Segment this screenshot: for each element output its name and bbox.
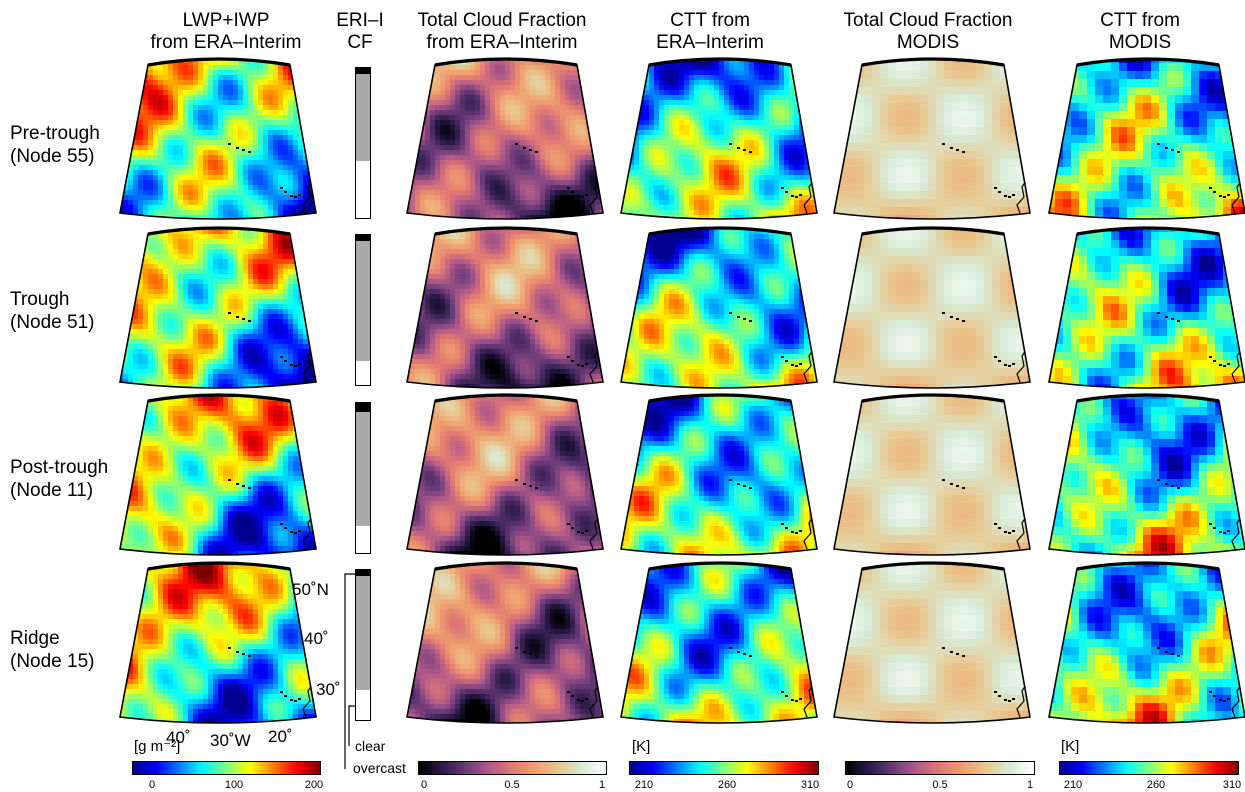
row-label-ridge: Ridge (Node 15) [10, 627, 95, 673]
lon-label-40: 40˚ [166, 729, 191, 747]
colorbar-tcf-modis-tick: 1 [1027, 779, 1033, 791]
cf-bar-overcast-segment [356, 570, 370, 576]
map-tcf-era-trough [406, 226, 604, 389]
map-tcf-era-post-trough [406, 393, 604, 556]
map-ctt-era-pre-trough [620, 57, 818, 220]
cf-bar-overcast-segment [356, 403, 370, 412]
map-tcf-modis-ridge [833, 561, 1031, 724]
map-ctt-modis-trough [1048, 226, 1245, 389]
cf-bar-partial-segment [356, 412, 370, 526]
colorbar-ctt-modis-tick: 310 [1223, 779, 1241, 791]
map-lwp-post-trough [119, 393, 317, 556]
header-tcf-modis: Total Cloud Fraction MODIS [828, 10, 1028, 54]
cf-bar-ridge [355, 569, 371, 721]
map-tcf-modis-trough [833, 226, 1031, 389]
colorbar-ctt-modis-tick: 260 [1147, 779, 1165, 791]
colorbar-lwp-unit: [g m⁻²] [134, 739, 180, 755]
header-ctt-era: CTT from ERA–Interim [620, 10, 800, 54]
colorbar-lwp-tick: 200 [305, 779, 323, 791]
cf-legend-bracket [344, 573, 355, 769]
colorbar-tcf-era-tick: 0.5 [504, 779, 519, 791]
lon-label-30w: 30˚W [210, 732, 251, 750]
row-label-pre-trough: Pre-trough (Node 55) [10, 122, 100, 168]
colorbar-lwp-tick: 100 [225, 779, 243, 791]
cf-bar-trough [355, 234, 371, 386]
colorbar-tcf-modis-tick: 0.5 [932, 779, 947, 791]
colorbar-ctt-era [629, 761, 819, 775]
row-label-post-trough: Post-trough (Node 11) [10, 456, 108, 502]
map-ctt-modis-ridge [1048, 561, 1245, 724]
legend-clear-label: clear [355, 739, 385, 754]
map-tcf-era-ridge [406, 561, 604, 724]
map-ctt-era-trough [620, 226, 818, 389]
colorbar-tcf-era-tick: 1 [599, 779, 605, 791]
map-lwp-ridge [119, 561, 317, 724]
lat-label-30: 30˚ [316, 681, 341, 699]
header-cf-bar: ERI–I CF [320, 10, 400, 54]
colorbar-ctt-modis-unit: [K] [1061, 739, 1079, 755]
colorbar-ctt-modis-tick: 210 [1064, 779, 1082, 791]
header-lwp: LWP+IWP from ERA–Interim [136, 10, 316, 54]
colorbar-ctt-era-tick: 210 [635, 779, 653, 791]
cf-bar-partial-segment [356, 576, 370, 690]
colorbar-tcf-era-tick: 0 [421, 779, 427, 791]
colorbar-tcf-era [418, 761, 607, 775]
cf-bar-overcast-segment [356, 68, 370, 74]
colorbar-ctt-era-unit: [K] [632, 739, 650, 755]
map-lwp-trough [119, 226, 317, 389]
colorbar-ctt-modis [1059, 761, 1239, 775]
colorbar-ctt-era-tick: 310 [801, 779, 819, 791]
map-tcf-modis-post-trough [833, 393, 1031, 556]
cf-bar-post-trough [355, 402, 371, 554]
header-ctt-modis: CTT from MODIS [1050, 10, 1230, 54]
colorbar-lwp [132, 761, 321, 775]
cf-bar-pre-trough [355, 67, 371, 219]
map-lwp-pre-trough [119, 57, 317, 220]
map-ctt-modis-pre-trough [1048, 57, 1245, 220]
colorbar-ctt-era-tick: 260 [718, 779, 736, 791]
header-tcf-era: Total Cloud Fraction from ERA–Interim [402, 10, 602, 54]
cf-bar-partial-segment [356, 74, 370, 161]
colorbar-lwp-tick: 0 [149, 779, 155, 791]
cf-bar-overcast-segment [356, 235, 370, 241]
lat-label-40: 40˚ [304, 630, 329, 648]
lon-label-20: 20˚ [268, 728, 293, 746]
map-ctt-modis-post-trough [1048, 393, 1245, 556]
map-ctt-era-ridge [620, 561, 818, 724]
map-tcf-modis-pre-trough [833, 57, 1031, 220]
cf-bar-partial-segment [356, 241, 370, 361]
map-tcf-era-pre-trough [406, 57, 604, 220]
map-ctt-era-post-trough [620, 393, 818, 556]
legend-overcast-label: overcast [353, 761, 406, 776]
colorbar-tcf-modis [845, 761, 1035, 775]
colorbar-tcf-modis-tick: 0 [847, 779, 853, 791]
lat-label-50n: 50˚N [292, 581, 329, 599]
row-label-trough: Trough (Node 51) [10, 288, 95, 334]
